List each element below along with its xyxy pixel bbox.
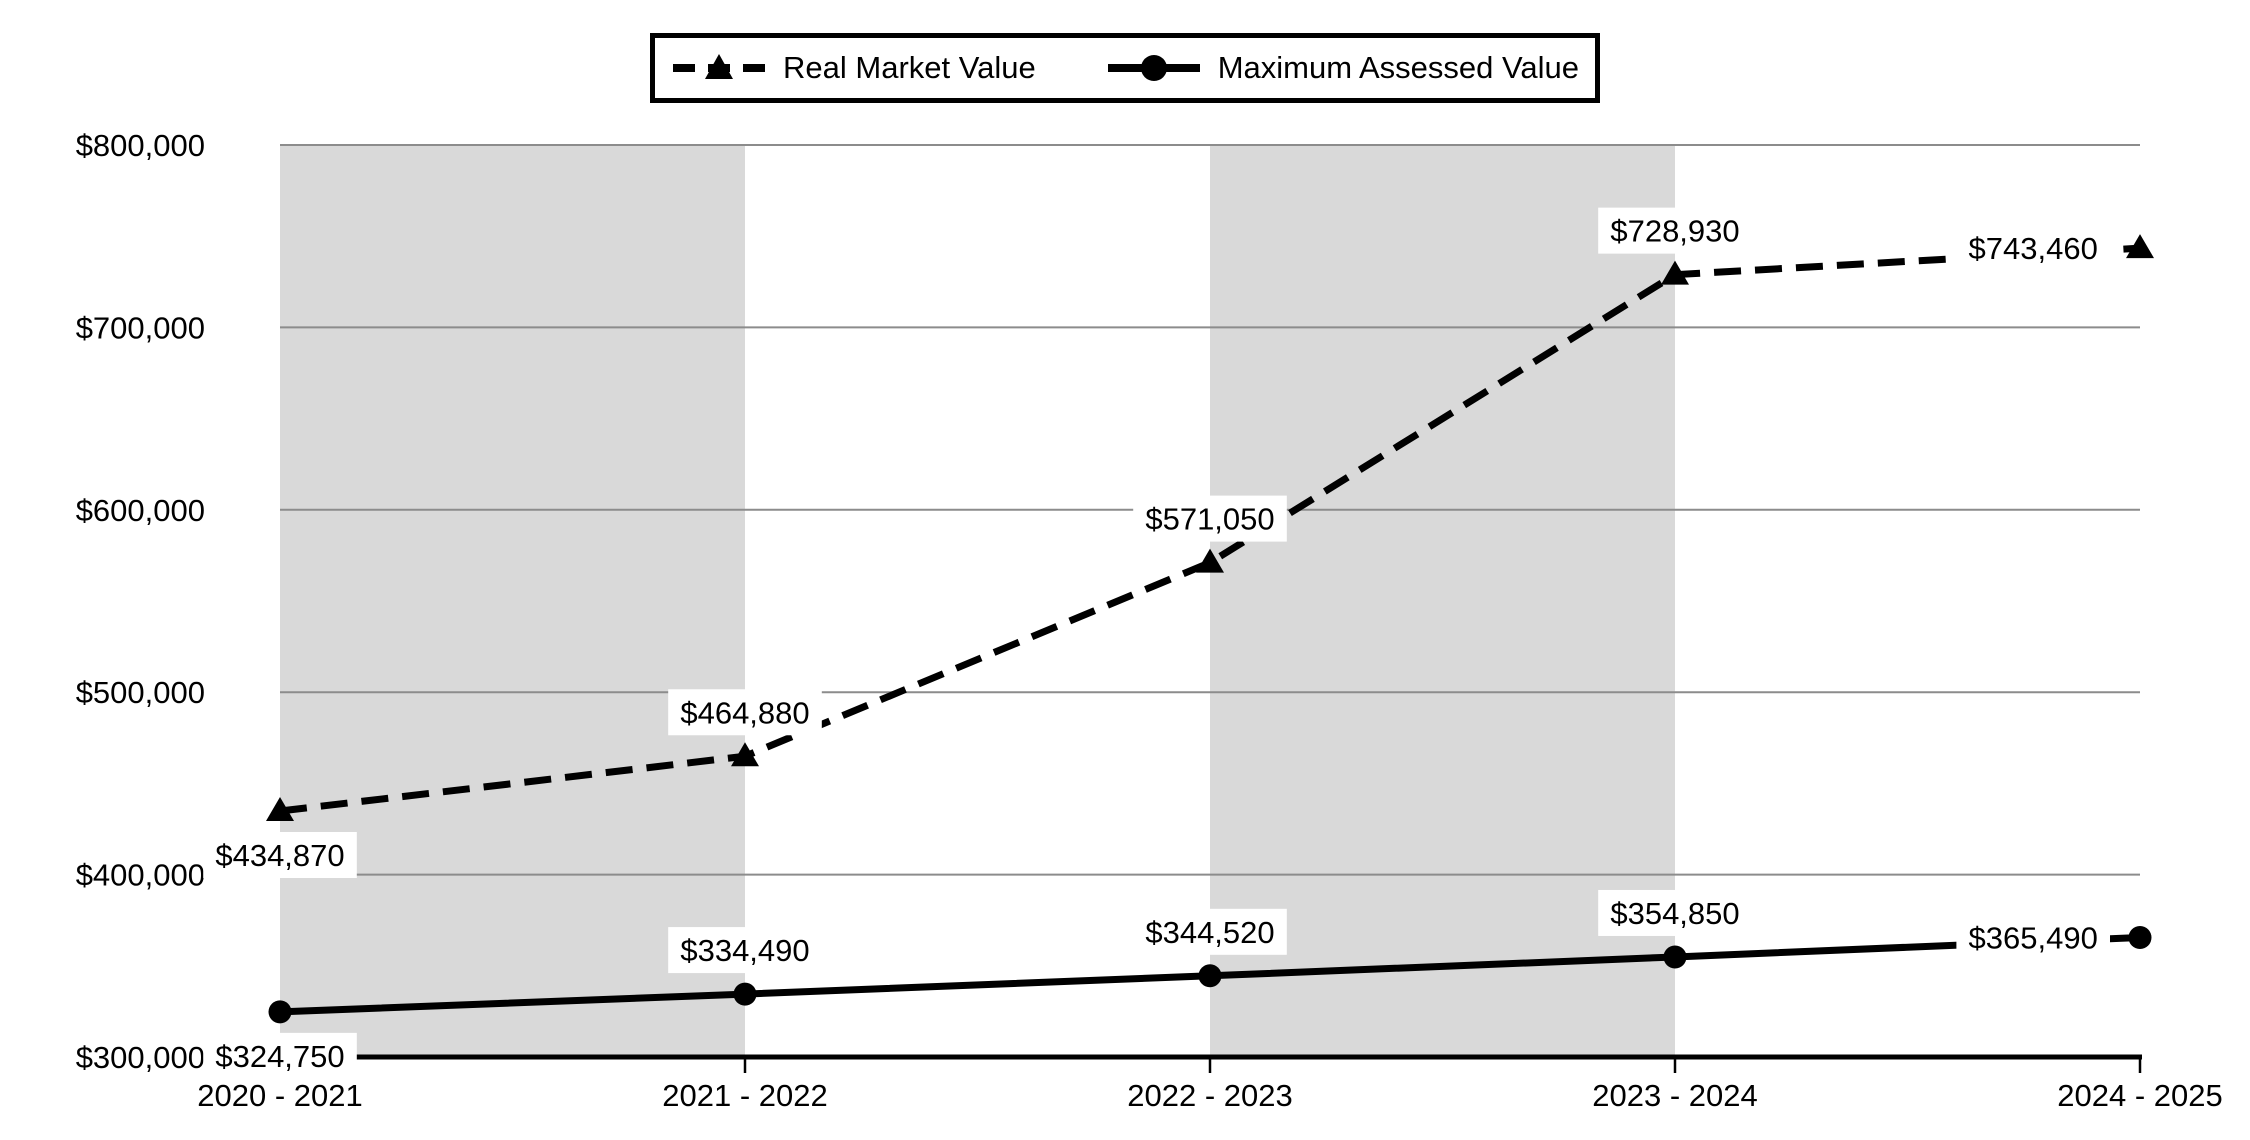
- data-label-bg: [668, 689, 822, 736]
- data-label-bg: [1133, 908, 1287, 955]
- circle-marker: [1198, 964, 1222, 988]
- x-tick-label: 2023 - 2024: [1592, 1078, 1757, 1113]
- y-tick-label: $700,000: [76, 310, 205, 345]
- x-tick-label: 2022 - 2023: [1127, 1078, 1292, 1113]
- y-tick-label: $300,000: [76, 1040, 205, 1075]
- legend-item-real-market-value: Real Market Value: [671, 48, 1036, 88]
- y-tick-label: $500,000: [76, 675, 205, 710]
- data-label: $354,850: [1610, 896, 1739, 931]
- x-tick-label: 2020 - 2021: [197, 1078, 362, 1113]
- data-label-bg: [203, 831, 357, 878]
- circle-marker: [2128, 926, 2152, 950]
- triangle-marker: [2126, 234, 2154, 259]
- legend-label-maximum-assessed-value: Maximum Assessed Value: [1217, 50, 1579, 85]
- solid-circle-legend-icon: [1107, 55, 1200, 81]
- data-label: $464,880: [680, 695, 809, 730]
- dashed-triangle-legend-icon: [673, 54, 766, 79]
- triangle-marker: [731, 742, 759, 767]
- y-tick-label: $800,000: [76, 128, 205, 163]
- x-tick-label: 2024 - 2025: [2057, 1078, 2222, 1113]
- data-label-bg: [1598, 889, 1752, 936]
- circle-marker: [268, 1000, 292, 1024]
- triangle-marker: [1661, 260, 1689, 285]
- data-label-bg: [1956, 914, 2110, 961]
- data-label: $743,460: [1969, 231, 2098, 266]
- shaded-band: [280, 145, 745, 1057]
- data-label-bg: [203, 1032, 357, 1079]
- triangle-marker: [266, 796, 294, 821]
- data-label-bg: [668, 927, 822, 974]
- x-tick-label: 2021 - 2022: [662, 1078, 827, 1113]
- y-tick-label: $600,000: [76, 493, 205, 528]
- data-label-bg: [1598, 207, 1752, 254]
- series-line-real-market-value: [279, 244, 2141, 815]
- chart-legend: Real Market Value Maximum Assessed Value: [650, 33, 1600, 103]
- y-tick-label: $400,000: [76, 858, 205, 893]
- triangle-marker: [1196, 548, 1224, 573]
- data-label: $324,750: [215, 1039, 344, 1074]
- circle-marker: [1663, 945, 1687, 969]
- data-label: $434,870: [215, 838, 344, 873]
- legend-label-real-market-value: Real Market Value: [783, 50, 1036, 85]
- data-label: $728,930: [1610, 214, 1739, 249]
- legend-item-maximum-assessed-value: Maximum Assessed Value: [1106, 48, 1579, 88]
- shaded-band: [1210, 145, 1675, 1057]
- circle-marker: [733, 982, 757, 1006]
- data-label: $571,050: [1145, 502, 1274, 537]
- data-label-bg: [1133, 495, 1287, 542]
- data-label-bg: [1956, 225, 2110, 272]
- data-label: $334,490: [680, 933, 809, 968]
- data-label: $365,490: [1969, 921, 2098, 956]
- data-label: $344,520: [1145, 915, 1274, 950]
